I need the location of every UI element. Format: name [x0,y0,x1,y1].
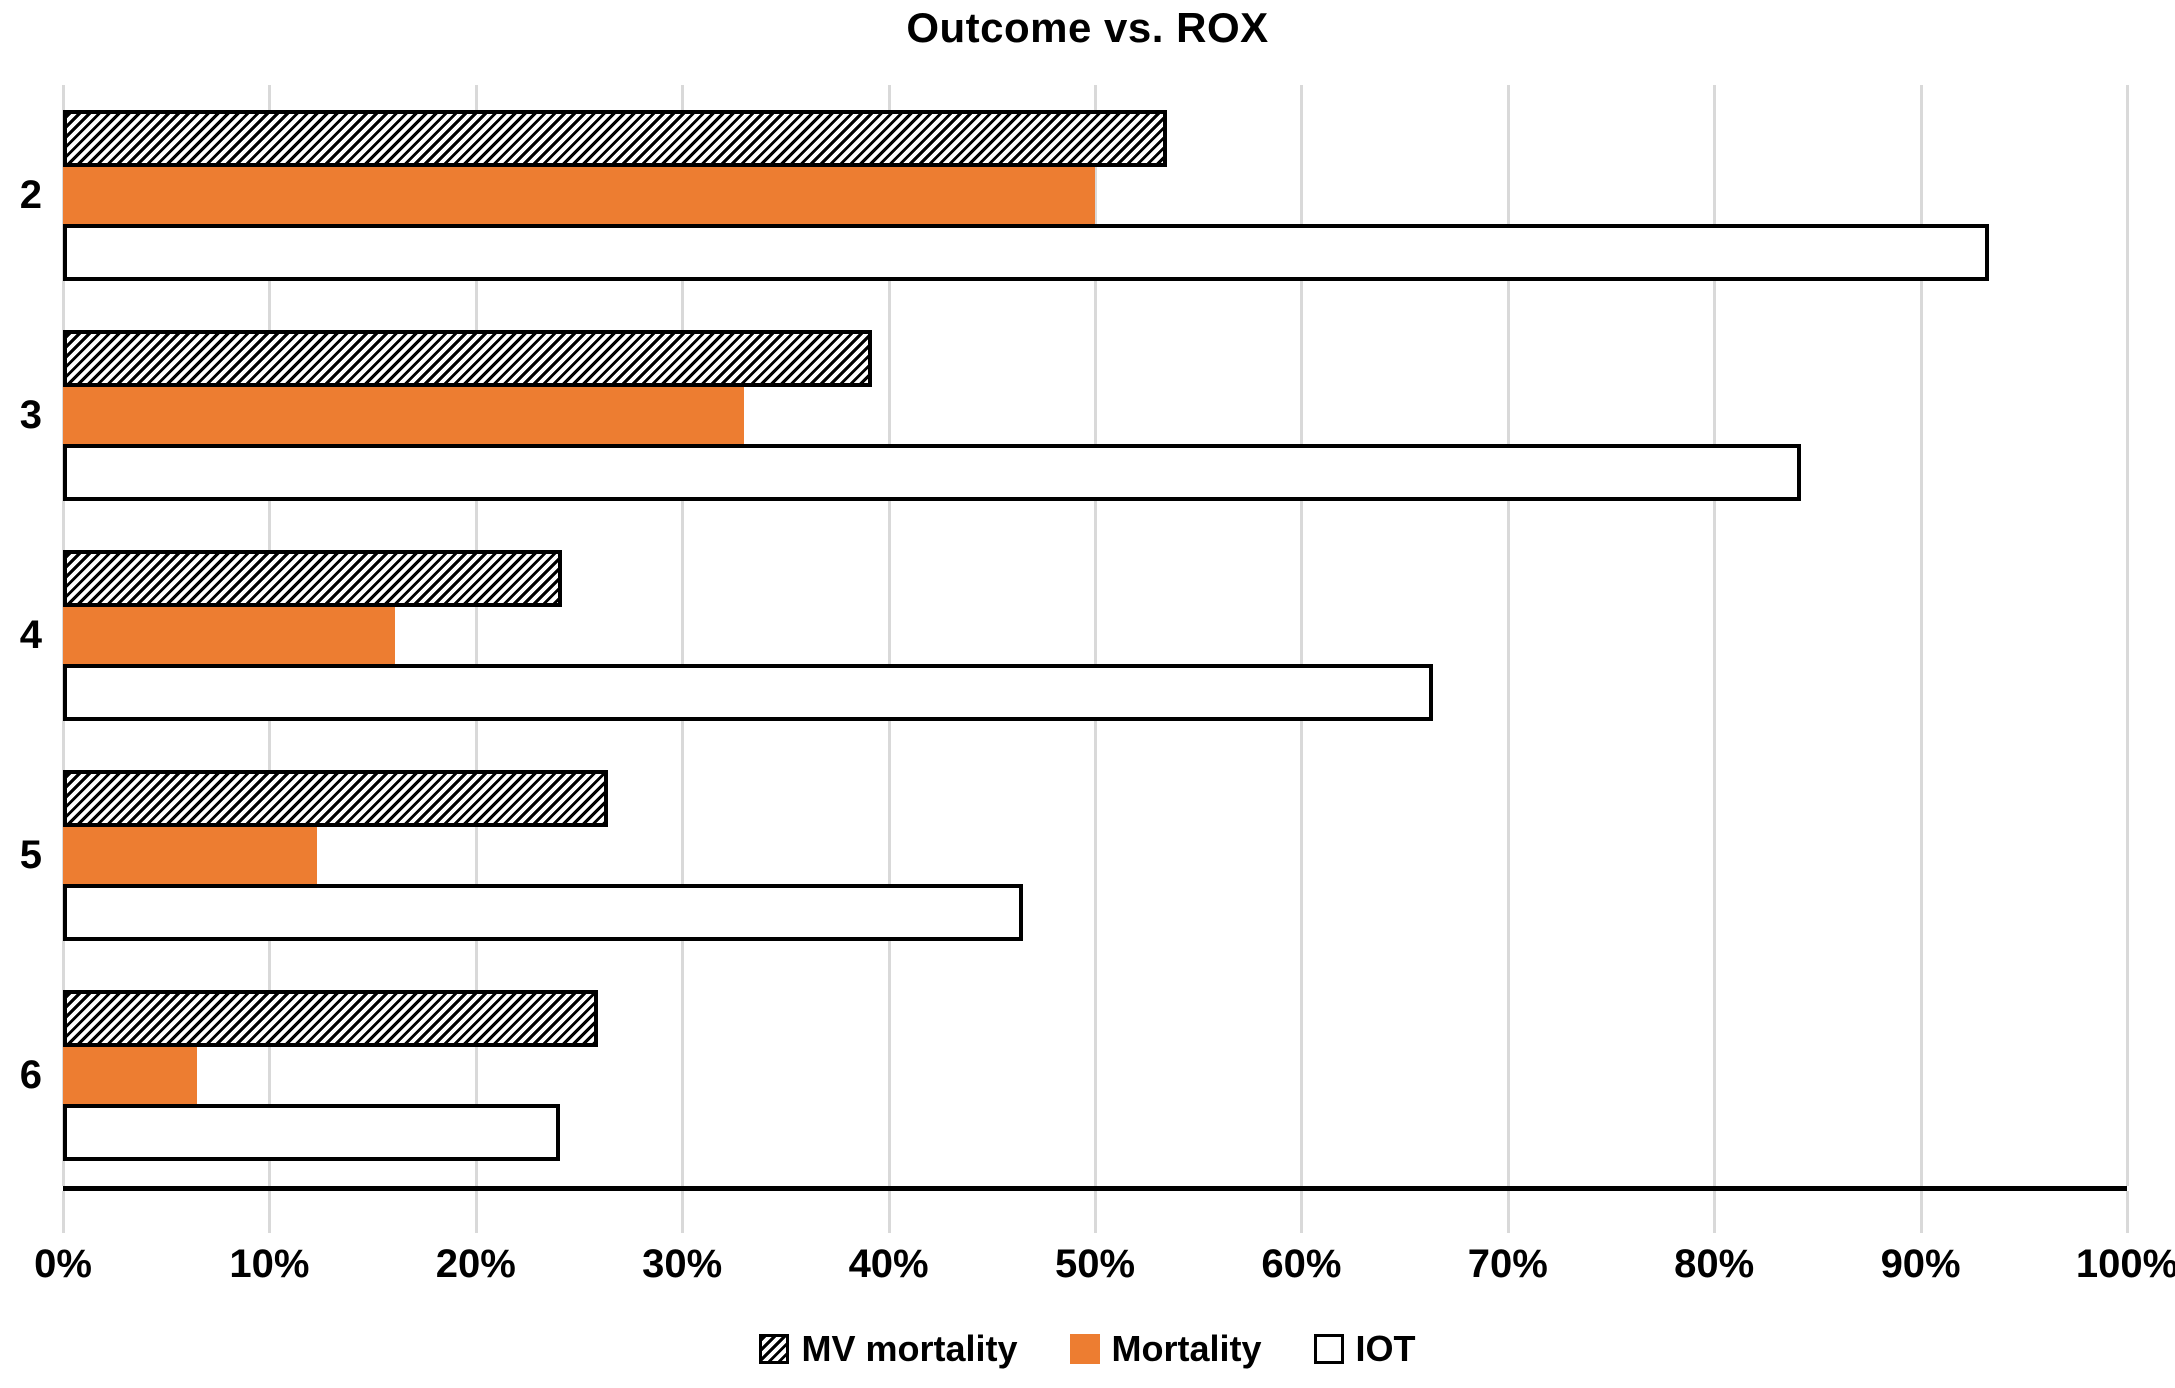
bar-mortality [63,166,1095,224]
bar-iot [63,884,1023,942]
bar-iot [63,443,1801,501]
y-axis-tick-label: 4 [19,612,42,657]
x-axis-tick-label: 100% [2075,1242,2175,1286]
bar-group [63,525,2127,745]
x-axis-tick-label: 20% [435,1242,516,1286]
x-axis-tick-label: 80% [1674,1242,1755,1286]
y-axis-tick-label: 2 [19,172,42,217]
bar-mv-mortality [63,109,1168,167]
y-axis-labels: 2 3 4 5 6 [0,85,42,1186]
gridline [681,85,685,1186]
gridline [1713,85,1717,1186]
x-axis-tick [2126,1191,2129,1233]
gridline [1506,85,1510,1186]
x-axis-tick-label: 10% [229,1242,310,1286]
legend-swatch-iot [1313,1334,1344,1364]
bar-mv-mortality [63,329,873,387]
x-axis-tick [1713,1191,1717,1233]
x-axis-tick [887,1191,891,1233]
y-axis-tick-label: 6 [19,1053,42,1098]
y-axis-tick-label: 5 [19,833,42,878]
gridline [2126,85,2129,1186]
bar-iot [63,223,1989,281]
gridline [1919,85,1923,1186]
legend-swatch-mortality [1069,1334,1100,1364]
x-axis-tick [268,1191,272,1233]
chart-title: Outcome vs. ROX [906,4,1269,51]
bar-mortality [63,386,745,444]
gridline [1094,85,1097,1186]
x-axis-tick [1919,1191,1923,1233]
bar-mortality [63,1047,198,1105]
gridline [887,85,891,1186]
legend-label: MV mortality [801,1328,1018,1369]
bar-mv-mortality [63,549,563,607]
bar-groups [63,85,2127,1186]
x-axis-tick [1506,1191,1510,1233]
x-axis-tick-label: 30% [642,1242,723,1286]
bar-group [63,305,2127,525]
bar-group [63,966,2127,1186]
gridline [1300,85,1304,1186]
legend-item: MV mortality [759,1328,1018,1370]
x-axis-tick-label: 40% [848,1242,929,1286]
x-axis-tick [1094,1191,1097,1233]
bar-group [63,85,2127,305]
bar-mv-mortality [63,990,598,1048]
legend-swatch-mv-mortality [759,1334,790,1364]
gridline [474,85,478,1186]
y-axis-tick-label: 3 [19,392,42,437]
legend-item: Mortality [1069,1328,1262,1370]
legend-label: Mortality [1111,1328,1262,1369]
x-axis-tick [1300,1191,1304,1233]
bar-group [63,746,2127,966]
bar-mortality [63,606,396,664]
legend-item: IOT [1313,1328,1416,1370]
x-axis-tick [62,1191,65,1233]
x-axis-tick-label: 90% [1880,1242,1961,1286]
x-axis-tick-label: 50% [1054,1242,1136,1286]
bar-mortality [63,827,317,885]
x-axis-tick [681,1191,685,1233]
legend-label: IOT [1355,1328,1416,1369]
x-axis-tick-label: 0% [34,1242,92,1286]
plot-area [62,85,2129,1233]
bar-iot [63,1104,561,1162]
legend: MV mortality Mortality IOT [0,1328,2175,1370]
bar-mv-mortality [63,770,608,828]
x-axis-labels: 0% 10% 20% 30% 40% 50% 60% 70% 80% 90% 100% [34,1242,2175,1302]
bar-iot [63,663,1434,721]
x-axis-tick-label: 70% [1467,1242,1548,1286]
x-axis-tick [474,1191,478,1233]
x-axis-tick-label: 60% [1261,1242,1342,1286]
